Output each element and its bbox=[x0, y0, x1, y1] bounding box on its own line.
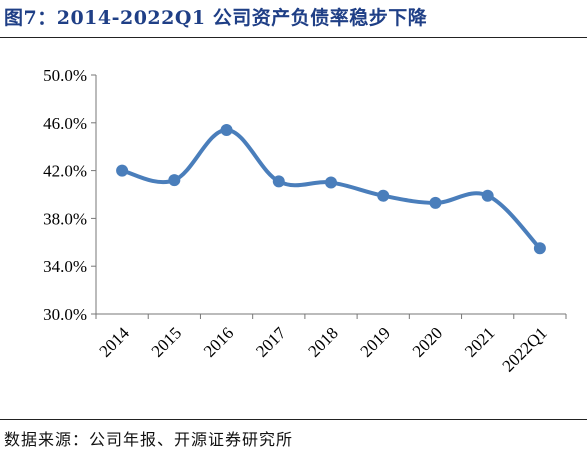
y-tick-label: 34.0% bbox=[43, 257, 87, 276]
x-tick-label: 2020 bbox=[409, 323, 446, 360]
series-line bbox=[120, 127, 542, 251]
title-rule bbox=[0, 37, 587, 38]
data-point bbox=[429, 196, 442, 209]
line-chart: 30.0%34.0%38.0%42.0%46.0%50.0% 2014 2015 2… bbox=[43, 66, 567, 376]
source-rule bbox=[0, 419, 587, 420]
y-tick-label: 46.0% bbox=[43, 114, 87, 133]
x-tick-label: 2017 bbox=[252, 323, 290, 361]
y-tick-label: 30.0% bbox=[43, 305, 87, 324]
y-tick-label: 42.0% bbox=[43, 162, 87, 181]
y-tick-label: 50.0% bbox=[43, 66, 87, 85]
data-point bbox=[220, 123, 233, 136]
data-point bbox=[168, 174, 181, 187]
x-tick-label: 2021 bbox=[461, 323, 498, 360]
x-tick-label: 2014 bbox=[95, 323, 133, 361]
data-point bbox=[116, 164, 129, 177]
series-group bbox=[116, 123, 546, 255]
x-tick-label: 2015 bbox=[148, 323, 185, 360]
data-point bbox=[481, 189, 494, 202]
x-tick-label: 2022Q1 bbox=[499, 323, 551, 375]
x-tick-label: 2016 bbox=[200, 323, 237, 360]
chart-title: 图7：2014-2022Q1 公司资产负债率稳步下降 bbox=[4, 7, 428, 29]
data-point bbox=[533, 242, 546, 255]
data-point bbox=[377, 189, 390, 202]
y-tick-label: 38.0% bbox=[43, 209, 87, 228]
data-source-note: 数据来源：公司年报、开源证券研究所 bbox=[4, 430, 294, 449]
data-point bbox=[272, 175, 285, 188]
x-tick-label: 2018 bbox=[304, 323, 341, 360]
x-tick-label: 2019 bbox=[357, 323, 394, 360]
x-axis: 2014 2015 2016 2017 2018 2019 2020 2021 2022Q1 bbox=[95, 313, 567, 376]
data-point bbox=[325, 176, 337, 189]
y-axis: 30.0% 34.0% 38.0% 42.0% 46.0% 50.0% bbox=[43, 66, 97, 324]
